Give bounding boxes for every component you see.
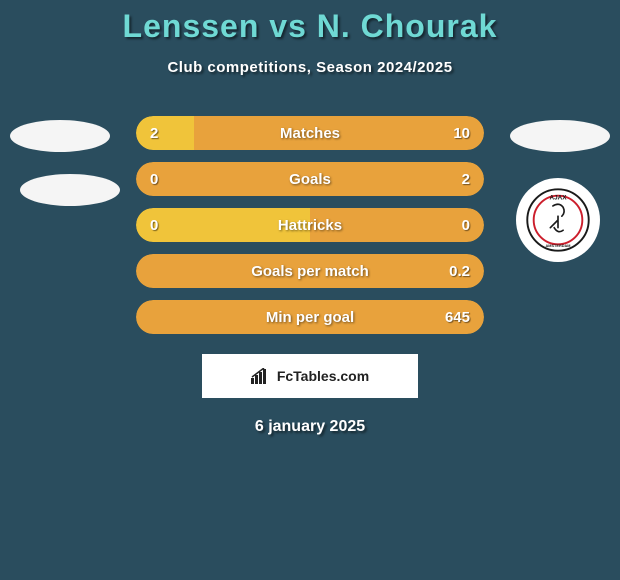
- stat-label: Matches: [136, 125, 484, 142]
- stat-row: 0.2Goals per match: [136, 254, 484, 288]
- svg-text:AJAX: AJAX: [549, 195, 567, 202]
- stat-label: Min per goal: [136, 309, 484, 326]
- stat-row: 210Matches: [136, 116, 484, 150]
- brand-label: FcTables.com: [277, 368, 369, 384]
- page-title: Lenssen vs N. Chourak: [0, 8, 620, 45]
- stat-label: Hattricks: [136, 217, 484, 234]
- stat-label: Goals: [136, 171, 484, 188]
- ajax-crest-icon: AJAX AMSTERDAM: [526, 188, 590, 252]
- player2-badge: [510, 120, 610, 152]
- page-subtitle: Club competitions, Season 2024/2025: [0, 59, 620, 76]
- stat-row: 00Hattricks: [136, 208, 484, 242]
- stat-label: Goals per match: [136, 263, 484, 280]
- svg-text:AMSTERDAM: AMSTERDAM: [546, 244, 571, 248]
- brand-footer: FcTables.com: [202, 354, 418, 398]
- chart-icon: [251, 368, 271, 384]
- player1-badge: [10, 120, 110, 152]
- player2-club-badge: AJAX AMSTERDAM: [516, 178, 600, 262]
- player1-club-badge: [20, 174, 120, 206]
- stat-row: 02Goals: [136, 162, 484, 196]
- stat-row: 645Min per goal: [136, 300, 484, 334]
- report-date: 6 january 2025: [0, 418, 620, 436]
